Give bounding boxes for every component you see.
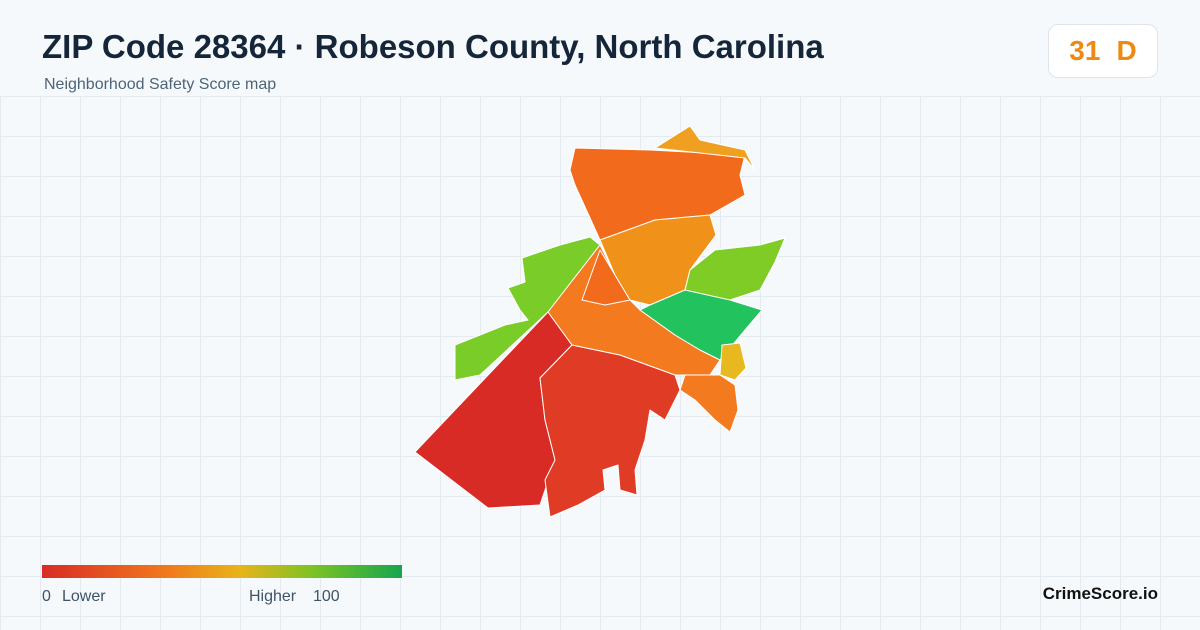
region [679,374,739,433]
score: 31 [1069,35,1101,66]
region [454,236,601,381]
header: ZIP Code 28364 · Robeson County, North C… [0,0,1200,96]
region [639,289,763,361]
legend-max-label: Higher [249,588,297,605]
legend-min: 0 [42,588,51,605]
region [654,125,756,171]
brand: CrimeScore.io [1042,584,1158,603]
subtitle: Neighborhood Safety Score map [44,76,277,93]
legend-bar [42,565,402,578]
title: ZIP Code 28364 · Robeson County, North C… [42,28,824,65]
region [719,342,747,381]
legend-min-label: Lower [62,588,106,605]
grade: D [1116,35,1137,66]
score-badge: 31 D [1048,24,1158,78]
legend-max: 100 [313,588,340,605]
region [539,344,681,518]
